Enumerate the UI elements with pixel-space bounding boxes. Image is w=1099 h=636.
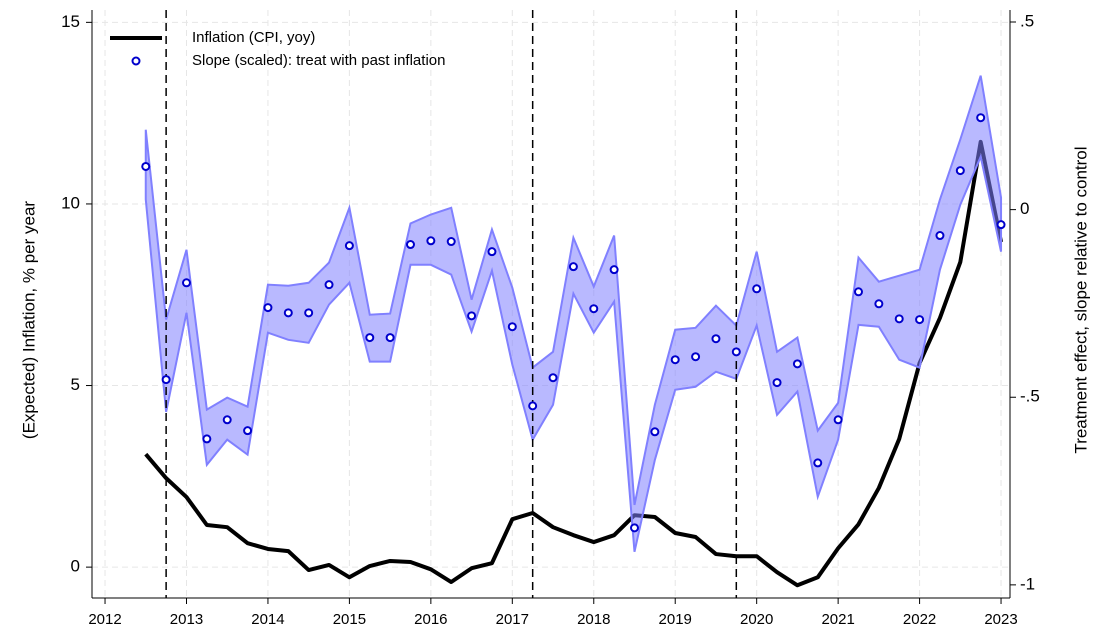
marker <box>426 236 436 246</box>
marker <box>487 247 497 257</box>
y2-tick-label: -.5 <box>1020 387 1040 406</box>
marker <box>344 241 354 251</box>
marker <box>915 315 925 325</box>
marker <box>202 434 212 444</box>
marker <box>141 161 151 171</box>
x-tick-label: 2012 <box>88 611 121 628</box>
marker <box>670 355 680 365</box>
marker <box>324 280 334 290</box>
x-tick-label: 2017 <box>496 611 529 628</box>
y-tick-label: 15 <box>61 12 80 31</box>
x-tick-label: 2023 <box>984 611 1017 628</box>
marker <box>589 304 599 314</box>
marker <box>263 303 273 313</box>
marker <box>467 311 477 321</box>
marker <box>446 237 456 247</box>
marker <box>528 401 538 411</box>
legend-label: Slope (scaled): treat with past inflatio… <box>192 52 445 69</box>
marker <box>365 333 375 343</box>
marker <box>792 359 802 369</box>
x-tick-label: 2021 <box>821 611 854 628</box>
marker <box>853 287 863 297</box>
marker <box>650 427 660 437</box>
x-tick-label: 2022 <box>903 611 936 628</box>
marker <box>752 284 762 294</box>
x-tick-label: 2015 <box>333 611 366 628</box>
marker <box>874 299 884 309</box>
marker <box>894 314 904 324</box>
marker <box>935 231 945 241</box>
y2-tick-label: .5 <box>1020 11 1034 30</box>
x-tick-label: 2016 <box>414 611 447 628</box>
line <box>144 139 1003 588</box>
x-tick-label: 2020 <box>740 611 773 628</box>
marker <box>507 322 517 332</box>
marker <box>548 373 558 383</box>
legend-label: Inflation (CPI, yoy) <box>192 29 315 46</box>
y-tick-label: 10 <box>61 193 80 212</box>
x-tick-label: 2014 <box>251 611 284 628</box>
marker <box>161 375 171 385</box>
marker <box>629 523 639 533</box>
marker <box>405 240 415 250</box>
x-tick-label: 2018 <box>577 611 610 628</box>
marker <box>304 308 314 318</box>
marker <box>691 352 701 362</box>
marker <box>772 378 782 388</box>
marker <box>955 166 965 176</box>
marker <box>568 262 578 272</box>
marker <box>813 458 823 468</box>
marker <box>283 308 293 318</box>
marker <box>385 333 395 343</box>
y2-tick-label: 0 <box>1020 199 1029 218</box>
x-tick-label: 2013 <box>170 611 203 628</box>
marker <box>181 278 191 288</box>
y2-axis-title: Treatment effect, slope relative to cont… <box>1071 146 1090 453</box>
marker <box>996 220 1006 230</box>
y-tick-label: 5 <box>71 375 80 394</box>
legend-swatch <box>131 56 141 66</box>
y2-tick-label: -1 <box>1020 574 1035 593</box>
marker <box>222 415 232 425</box>
marker <box>731 347 741 357</box>
y-axis-title: (Expected) Inflation, % per year <box>19 201 38 439</box>
y-tick-label: 0 <box>71 557 80 576</box>
marker <box>243 426 253 436</box>
marker <box>976 113 986 123</box>
marker <box>833 415 843 425</box>
marker <box>609 265 619 275</box>
x-tick-label: 2019 <box>659 611 692 628</box>
confidence-band <box>144 75 1003 553</box>
marker <box>711 334 721 344</box>
